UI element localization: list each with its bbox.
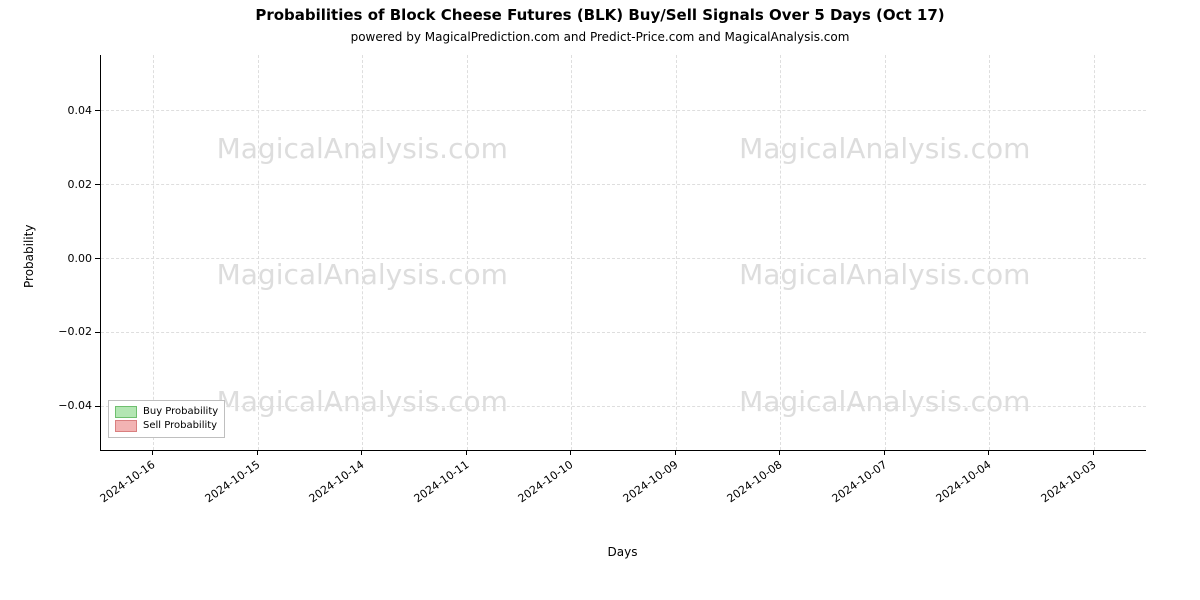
gridline-vertical [467, 55, 468, 450]
gridline-vertical [1094, 55, 1095, 450]
legend: Buy ProbabilitySell Probability [108, 400, 225, 438]
gridline-horizontal [101, 406, 1146, 407]
x-tick [1093, 450, 1094, 455]
y-tick-label: 0.02 [42, 178, 92, 191]
x-tick-label: 2024-10-09 [673, 458, 680, 469]
x-tick-label: 2024-10-10 [568, 458, 575, 469]
y-tick-label: −0.02 [42, 325, 92, 338]
y-tick-label: −0.04 [42, 399, 92, 412]
y-tick [95, 110, 100, 111]
legend-label: Buy Probability [143, 405, 218, 419]
x-tick-label: 2024-10-16 [150, 458, 157, 469]
x-tick-label: 2024-10-04 [986, 458, 993, 469]
chart-title: Probabilities of Block Cheese Futures (B… [0, 6, 1200, 24]
plot-area: MagicalAnalysis.comMagicalAnalysis.comMa… [100, 55, 1146, 451]
x-tick [675, 450, 676, 455]
legend-item: Sell Probability [115, 419, 218, 433]
y-tick [95, 406, 100, 407]
x-tick [570, 450, 571, 455]
legend-item: Buy Probability [115, 405, 218, 419]
gridline-horizontal [101, 258, 1146, 259]
gridline-vertical [885, 55, 886, 450]
x-axis-label: Days [100, 545, 1145, 559]
chart-subtitle: powered by MagicalPrediction.com and Pre… [0, 30, 1200, 44]
legend-swatch [115, 420, 137, 432]
y-tick-label: 0.00 [42, 252, 92, 265]
gridline-vertical [258, 55, 259, 450]
x-tick-label: 2024-10-03 [1091, 458, 1098, 469]
x-tick-label: 2024-10-08 [777, 458, 784, 469]
gridline-horizontal [101, 332, 1146, 333]
x-tick-label: 2024-10-07 [882, 458, 889, 469]
x-tick [884, 450, 885, 455]
x-tick [152, 450, 153, 455]
x-tick [257, 450, 258, 455]
gridline-vertical [362, 55, 363, 450]
legend-swatch [115, 406, 137, 418]
x-tick-label: 2024-10-15 [255, 458, 262, 469]
y-tick [95, 184, 100, 185]
gridline-vertical [989, 55, 990, 450]
y-tick [95, 332, 100, 333]
x-tick-label: 2024-10-11 [464, 458, 471, 469]
gridline-vertical [780, 55, 781, 450]
gridline-vertical [676, 55, 677, 450]
chart-figure: Probabilities of Block Cheese Futures (B… [0, 0, 1200, 600]
x-tick [779, 450, 780, 455]
gridline-vertical [153, 55, 154, 450]
x-tick [361, 450, 362, 455]
x-tick [466, 450, 467, 455]
gridline-horizontal [101, 110, 1146, 111]
gridline-horizontal [101, 184, 1146, 185]
legend-label: Sell Probability [143, 419, 217, 433]
y-tick [95, 258, 100, 259]
y-axis-label: Probability [22, 224, 36, 287]
x-tick [988, 450, 989, 455]
x-tick-label: 2024-10-14 [359, 458, 366, 469]
y-tick-label: 0.04 [42, 104, 92, 117]
gridline-vertical [571, 55, 572, 450]
